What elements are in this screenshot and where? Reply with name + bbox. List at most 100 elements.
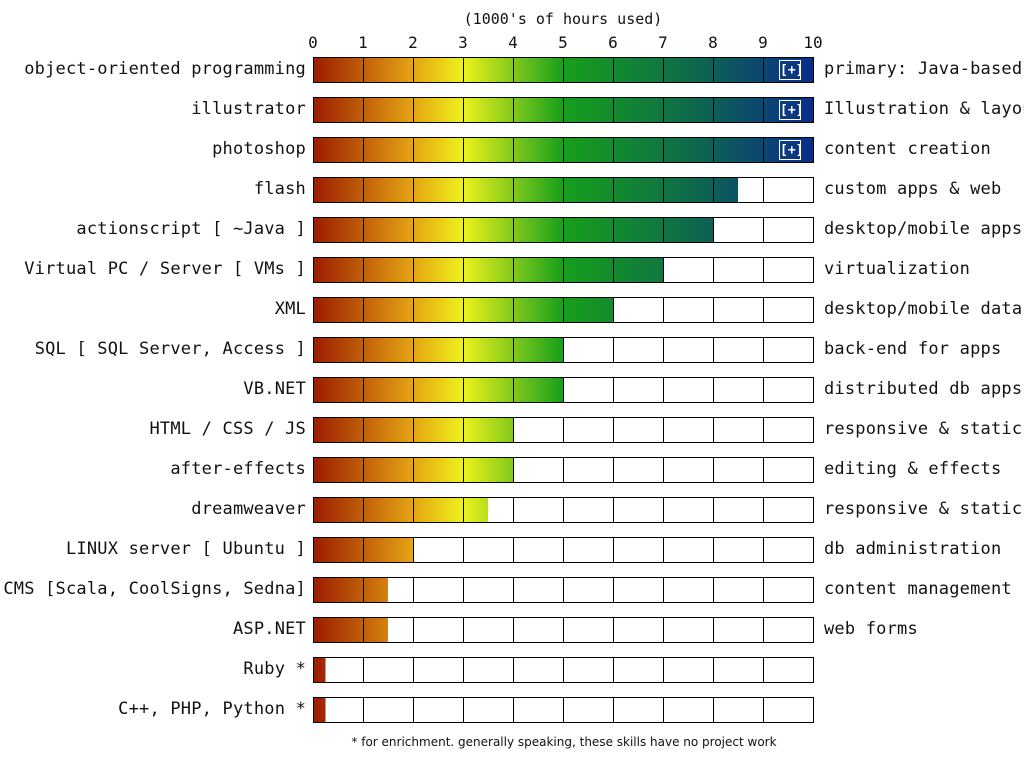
chart-title: (1000's of hours used) [463, 10, 663, 28]
grid-cell [613, 697, 664, 723]
bar [313, 617, 388, 642]
grid-cell [763, 217, 814, 243]
bar-row [313, 97, 814, 123]
row-label: CMS [Scala, CoolSigns, Sedna] [3, 579, 306, 599]
grid-cell [713, 577, 764, 603]
x-tick-label: 0 [308, 33, 318, 52]
grid-cell [763, 57, 814, 83]
row-label: illustrator [191, 99, 306, 119]
grid-cell [463, 617, 514, 643]
grid-cell [713, 657, 764, 683]
x-tick-label: 5 [558, 33, 568, 52]
grid-cell [613, 297, 664, 323]
grid-cell [513, 617, 564, 643]
grid-cell [613, 577, 664, 603]
grid-cell [613, 457, 664, 483]
bar-row [313, 217, 814, 243]
grid-cell [413, 617, 464, 643]
bar-row [313, 417, 814, 443]
bar [313, 497, 488, 522]
grid-cell [763, 177, 814, 203]
bar-row [313, 697, 814, 723]
x-tick-label: 6 [608, 33, 618, 52]
grid-cell [763, 257, 814, 283]
row-description: web forms [824, 619, 918, 639]
grid-cell [663, 377, 714, 403]
grid-cell [363, 657, 414, 683]
grid-cell [513, 497, 564, 523]
grid-cell [413, 577, 464, 603]
row-description: editing & effects [824, 459, 1002, 479]
grid-cell [463, 537, 514, 563]
row-label: HTML / CSS / JS [149, 419, 306, 439]
grid-cell [713, 297, 764, 323]
grid-cell [563, 657, 614, 683]
grid-cell [463, 577, 514, 603]
grid-cell [663, 697, 714, 723]
expand-button[interactable]: [+] [779, 60, 803, 80]
grid-cell [413, 537, 464, 563]
row-description: distributed db apps [824, 379, 1023, 399]
bar [313, 177, 738, 202]
x-tick-label: 9 [758, 33, 768, 52]
row-label: Ruby * [243, 659, 306, 679]
x-tick-label: 3 [458, 33, 468, 52]
bar-row [313, 657, 814, 683]
grid-cell [663, 337, 714, 363]
grid-cell [713, 617, 764, 643]
footnote: * for enrichment. generally speaking, th… [351, 735, 777, 749]
grid-cell [663, 497, 714, 523]
grid-cell [563, 417, 614, 443]
bar-row [313, 337, 814, 363]
grid-cell [413, 657, 464, 683]
expand-button[interactable]: [+] [779, 100, 803, 120]
grid-cell [763, 697, 814, 723]
bar [313, 257, 663, 282]
grid-cell [663, 257, 714, 283]
row-label: photoshop [212, 139, 306, 159]
row-label: dreamweaver [191, 499, 306, 519]
grid-cell [663, 457, 714, 483]
row-label: Virtual PC / Server [ VMs ] [24, 259, 306, 279]
row-label: actionscript [ ~Java ] [76, 219, 306, 239]
expand-button[interactable]: [+] [779, 140, 803, 160]
row-label: LINUX server [ Ubuntu ] [65, 539, 306, 559]
grid-cell [763, 537, 814, 563]
row-description: custom apps & web [824, 179, 1002, 199]
grid-cell [713, 457, 764, 483]
bar [313, 337, 563, 362]
grid-cell [663, 577, 714, 603]
grid-cell [463, 697, 514, 723]
grid-cell [513, 657, 564, 683]
row-description: responsive & static [824, 499, 1023, 519]
bar-row [313, 577, 814, 603]
grid-cell [513, 537, 564, 563]
grid-cell [713, 417, 764, 443]
bar-row [313, 377, 814, 403]
bar-row [313, 497, 814, 523]
row-description: content management [824, 579, 1012, 599]
row-description: db administration [824, 539, 1002, 559]
grid-cell [613, 657, 664, 683]
grid-cell [513, 417, 564, 443]
row-label: C++, PHP, Python * [118, 699, 306, 719]
bar [313, 577, 388, 602]
grid-cell [763, 97, 814, 123]
grid-cell [413, 697, 464, 723]
grid-cell [613, 497, 664, 523]
grid-cell [613, 417, 664, 443]
x-tick-label: 1 [358, 33, 368, 52]
bar-row [313, 257, 814, 283]
grid-cell [563, 497, 614, 523]
grid-cell [613, 377, 664, 403]
grid-cell [713, 217, 764, 243]
row-description: content creation [824, 139, 991, 159]
bar [313, 697, 326, 722]
x-tick-label: 10 [803, 33, 823, 52]
row-label: flash [253, 179, 306, 199]
grid-cell [763, 297, 814, 323]
grid-cell [563, 697, 614, 723]
bar-row [313, 57, 814, 83]
row-description: desktop/mobile apps [824, 219, 1023, 239]
